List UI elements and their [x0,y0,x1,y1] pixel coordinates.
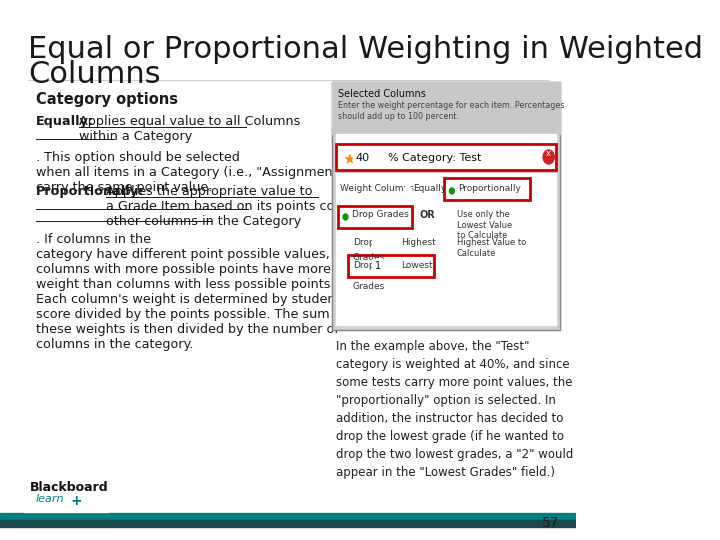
Bar [332,82,560,330]
Text: to Calculate: to Calculate [456,231,507,240]
Bar [444,178,531,200]
Text: Selected Columns: Selected Columns [338,89,426,99]
Bar [348,255,434,277]
Text: OR: OR [420,210,436,220]
Text: Highest: Highest [401,238,436,247]
Text: Use only the: Use only the [456,210,510,219]
Circle shape [446,212,454,222]
Text: Category options: Category options [36,92,178,107]
Bar [0,520,576,527]
Text: Lowest Value: Lowest Value [456,221,512,230]
Bar [338,206,412,228]
Text: Columns: Columns [28,60,161,89]
Text: should add up to 100 percent.: should add up to 100 percent. [338,112,459,121]
Text: Drop Grades: Drop Grades [352,210,409,219]
Text: +: + [71,494,82,508]
Bar [0,513,576,520]
Text: x: x [546,150,552,159]
Text: % Category: Test: % Category: Test [388,153,481,163]
Circle shape [341,212,349,222]
Bar [372,259,397,273]
Circle shape [543,150,554,164]
Bar [24,470,108,512]
Text: ★: ★ [341,152,355,167]
Text: Applies equal value to all Columns
within a Category: Applies equal value to all Columns withi… [79,115,300,143]
Bar [332,82,560,330]
Text: Proportionally:: Proportionally: [36,185,144,198]
Text: Grades: Grades [353,282,385,291]
Bar [353,149,383,165]
Circle shape [404,186,412,196]
Text: 1: 1 [375,261,382,271]
Bar [332,82,560,134]
Text: Weight Columns:: Weight Columns: [340,184,417,193]
Text: Applies the appropriate value to
a Grade Item based on its points compared to
ot: Applies the appropriate value to a Grade… [107,185,401,228]
Text: Highest Value to: Highest Value to [456,238,526,247]
Text: 57: 57 [542,516,560,530]
Text: 40: 40 [356,153,370,163]
Text: learn: learn [36,494,65,504]
Text: . This option should be selected
when all items in a Category (i.e., "Assignment: . This option should be selected when al… [36,151,355,194]
Bar [336,134,556,325]
Text: Equal or Proportional Weighting in Weighted: Equal or Proportional Weighting in Weigh… [28,35,703,64]
Text: Calculate: Calculate [456,249,496,258]
Bar [372,235,397,249]
Bar [336,144,556,170]
Text: In the example above, the "Test"
category is weighted at 40%, and since
some tes: In the example above, the "Test" categor… [336,340,573,479]
Text: Lowest: Lowest [401,261,432,270]
Circle shape [449,188,454,194]
Text: Drop: Drop [353,261,374,270]
Text: Proportionally: Proportionally [459,184,521,193]
Circle shape [343,214,348,220]
Text: . If columns in the
category have different point possible values, the
columns w: . If columns in the category have differ… [36,233,355,351]
Text: Enter the weight percentage for each item. Percentages: Enter the weight percentage for each ite… [338,101,564,110]
Text: Blackboard: Blackboard [30,481,108,494]
Circle shape [446,240,454,250]
Circle shape [448,186,456,196]
Text: Equally: Equally [413,184,447,193]
Text: Equally:: Equally: [36,115,94,128]
Text: Grades: Grades [353,253,385,262]
Text: Drop: Drop [353,238,374,247]
